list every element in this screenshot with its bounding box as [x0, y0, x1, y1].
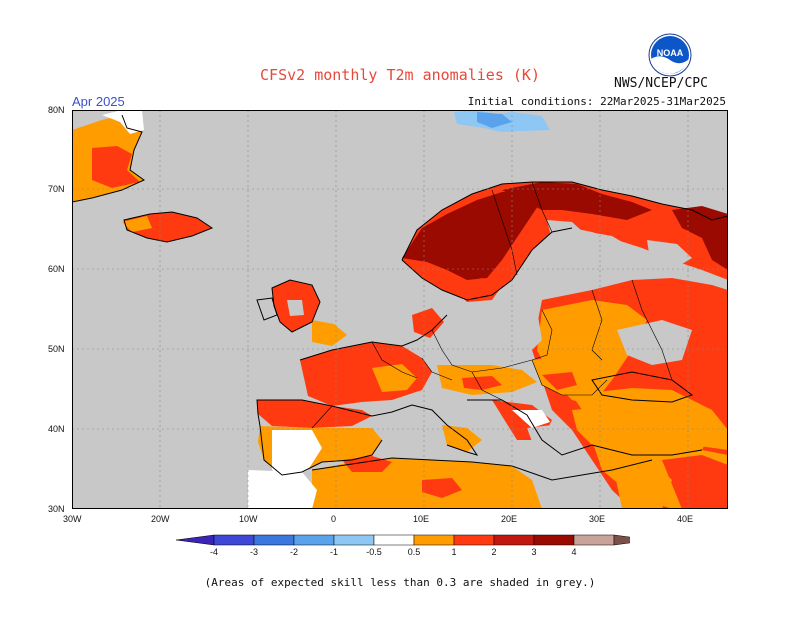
north-africa-anomaly — [248, 456, 672, 509]
balkans-turkey-anomaly — [527, 355, 712, 455]
anomaly-map — [72, 110, 728, 509]
colorbar-cell — [213, 534, 255, 546]
lat-label-50n: 50N — [48, 344, 65, 354]
coastlines — [72, 114, 728, 481]
lat-label-60n: 60N — [48, 264, 65, 274]
lon-label-10e: 10E — [413, 514, 430, 524]
colorbar-cell — [533, 534, 575, 546]
lon-label-0: 0 — [331, 514, 337, 524]
colorbar-cell — [253, 534, 295, 546]
colorbar-label: 1 — [451, 547, 456, 556]
colorbar-label: -4 — [210, 547, 218, 556]
british-isles-anomaly — [272, 280, 347, 346]
lon-label-40e: 40E — [677, 514, 694, 524]
lat-label-30n: 30N — [48, 504, 65, 514]
colorbar-arrow-right — [613, 534, 630, 546]
colorbar-cell — [333, 534, 375, 546]
logo-text: NOAA — [657, 48, 684, 58]
scandinavia-anomaly — [402, 182, 728, 300]
arctic-cold-patch — [454, 110, 550, 132]
lat-label-70n: 70N — [48, 184, 65, 194]
noaa-logo: NOAA — [648, 33, 692, 77]
colorbar-arrow-left — [175, 534, 215, 546]
colorbar-label: 4 — [571, 547, 576, 556]
forecast-month: Apr 2025 — [72, 94, 125, 109]
colorbar-cell — [293, 534, 335, 546]
colorbar-cell — [373, 534, 415, 546]
colorbar-label: -1 — [330, 547, 338, 556]
colorbar-cell — [573, 534, 615, 546]
western-europe-anomaly — [257, 342, 432, 480]
colorbar-cell — [413, 534, 455, 546]
lon-label-20e: 20E — [501, 514, 518, 524]
lon-label-20w: 20W — [151, 514, 170, 524]
lon-label-30w: 30W — [63, 514, 82, 524]
agency-label: NWS/NCEP/CPC — [614, 76, 708, 91]
colorbar-label: 0.5 — [408, 547, 421, 556]
colorbar-label: 3 — [531, 547, 536, 556]
greenland-anomaly — [72, 110, 144, 202]
country-borders — [311, 181, 673, 429]
lat-label-40n: 40N — [48, 424, 65, 434]
map-frame — [72, 110, 728, 509]
chart-title: CFSv2 monthly T2m anomalies (K) — [260, 66, 540, 84]
colorbar-label: -2 — [290, 547, 298, 556]
colorbar: -4 -3 -2 -1 -0.5 0.5 1 2 3 4 — [175, 534, 630, 556]
lat-label-80n: 80N — [48, 105, 65, 115]
colorbar-cell — [453, 534, 495, 546]
colorbar-cell — [493, 534, 535, 546]
colorbar-label: -0.5 — [366, 547, 382, 556]
initial-conditions: Initial conditions: 22Mar2025-31Mar2025 — [467, 95, 726, 108]
lon-label-30e: 30E — [589, 514, 606, 524]
skill-footnote: (Areas of expected skill less than 0.3 a… — [204, 576, 596, 589]
colorbar-label: -3 — [250, 547, 258, 556]
lon-label-10w: 10W — [239, 514, 258, 524]
graticule — [72, 110, 728, 509]
colorbar-label: 2 — [491, 547, 496, 556]
